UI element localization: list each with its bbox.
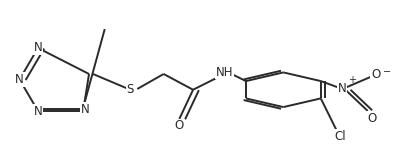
- Text: NH: NH: [216, 66, 233, 79]
- Text: N: N: [338, 83, 347, 95]
- Text: O: O: [367, 112, 376, 125]
- Text: −: −: [383, 67, 391, 77]
- Text: N: N: [81, 103, 89, 116]
- Text: N: N: [33, 41, 43, 55]
- Text: O: O: [175, 120, 184, 132]
- Text: Cl: Cl: [335, 130, 346, 143]
- Text: S: S: [126, 83, 134, 96]
- Text: N: N: [15, 73, 24, 86]
- Text: +: +: [348, 75, 356, 85]
- Text: N: N: [33, 104, 43, 118]
- Text: O: O: [371, 68, 380, 81]
